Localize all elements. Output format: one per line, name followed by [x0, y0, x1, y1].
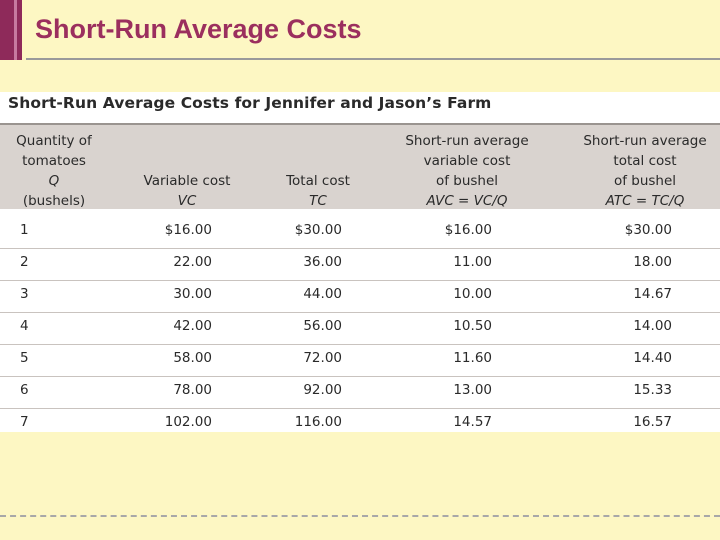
table-row: 4 42.00 56.00 10.50 14.00: [0, 313, 720, 345]
cell-variable-cost: 78.00: [173, 382, 212, 398]
cell-avc: 14.57: [453, 414, 492, 430]
cell-quantity: 7: [20, 414, 29, 430]
cell-variable-cost: 30.00: [173, 286, 212, 302]
slide-title: Short-Run Average Costs: [35, 14, 362, 44]
header-avc: Short-run average variable cost of bushe…: [405, 133, 529, 209]
cell-total-cost: 44.00: [303, 286, 342, 302]
table-row: 2 22.00 36.00 11.00 18.00: [0, 249, 720, 281]
cell-variable-cost: 42.00: [173, 318, 212, 334]
cell-variable-cost: 58.00: [173, 350, 212, 366]
table-title: Short-Run Average Costs for Jennifer and…: [8, 94, 492, 112]
cell-total-cost: 72.00: [303, 350, 342, 366]
cell-total-cost: 36.00: [303, 254, 342, 270]
header-variable-cost: Variable cost VC: [143, 173, 231, 209]
cell-total-cost: 116.00: [294, 414, 342, 430]
table-row: 5 58.00 72.00 11.60 14.40: [0, 345, 720, 377]
cost-table: Short-Run Average Costs for Jennifer and…: [0, 92, 720, 432]
cell-atc: 15.33: [633, 382, 672, 398]
cell-atc: 18.00: [633, 254, 672, 270]
header-atc: Short-run average total cost of bushel A…: [583, 133, 707, 209]
cell-avc: 10.00: [453, 286, 492, 302]
bottom-dashed-rule: [0, 515, 720, 517]
table-body: 1 $16.00 $30.00 $16.00 $30.00 2 22.00 36…: [0, 217, 720, 440]
cell-quantity: 1: [20, 222, 29, 238]
cell-atc: $30.00: [624, 222, 672, 238]
table-row: 7 102.00 116.00 14.57 16.57: [0, 409, 720, 440]
cell-quantity: 6: [20, 382, 29, 398]
cell-atc: 14.67: [633, 286, 672, 302]
cell-total-cost: 92.00: [303, 382, 342, 398]
cell-avc: 13.00: [453, 382, 492, 398]
table-row: 3 30.00 44.00 10.00 14.67: [0, 281, 720, 313]
cell-avc: $16.00: [444, 222, 492, 238]
cell-total-cost: 56.00: [303, 318, 342, 334]
cell-variable-cost: 102.00: [164, 414, 212, 430]
cell-quantity: 5: [20, 350, 29, 366]
table-row: 6 78.00 92.00 13.00 15.33: [0, 377, 720, 409]
cell-atc: 16.57: [633, 414, 672, 430]
header-quantity: Quantity of tomatoes Q (bushels): [16, 133, 92, 209]
accent-bar: [0, 0, 22, 60]
cell-quantity: 3: [20, 286, 29, 302]
cell-quantity: 4: [20, 318, 29, 334]
cell-avc: 11.60: [453, 350, 492, 366]
title-area: Short-Run Average Costs: [26, 0, 720, 60]
cell-atc: 14.40: [633, 350, 672, 366]
cell-total-cost: $30.00: [294, 222, 342, 238]
table-row: 1 $16.00 $30.00 $16.00 $30.00: [0, 217, 720, 249]
cell-variable-cost: $16.00: [164, 222, 212, 238]
cell-avc: 10.50: [453, 318, 492, 334]
cell-atc: 14.00: [633, 318, 672, 334]
cell-variable-cost: 22.00: [173, 254, 212, 270]
header-total-cost: Total cost TC: [286, 173, 350, 209]
cell-quantity: 2: [20, 254, 29, 270]
table-header: Quantity of tomatoes Q (bushels) Variabl…: [0, 123, 720, 209]
cell-avc: 11.00: [453, 254, 492, 270]
